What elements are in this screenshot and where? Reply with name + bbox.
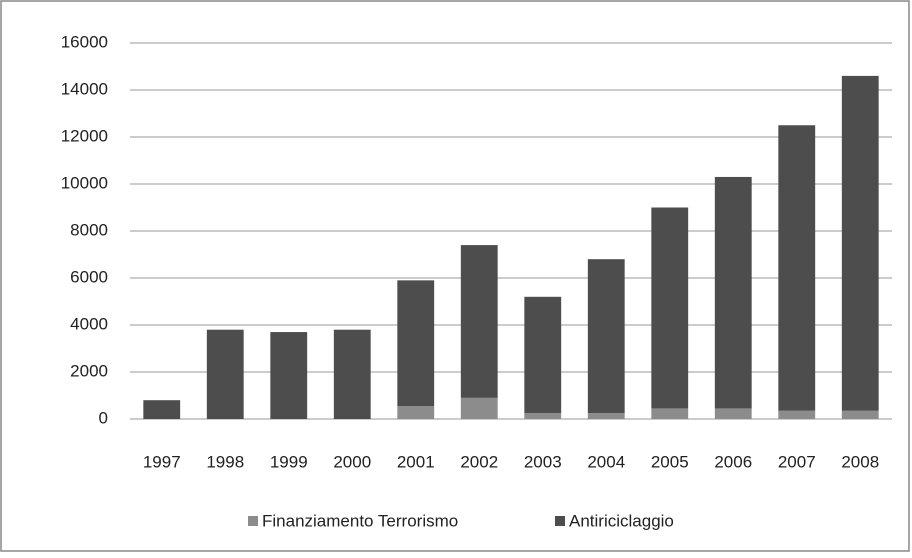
bar-segment bbox=[333, 329, 371, 419]
y-tick-label: 6000 bbox=[70, 267, 108, 286]
y-tick-label: 14000 bbox=[61, 79, 108, 98]
y-tick-label: 2000 bbox=[70, 361, 108, 380]
x-tick-label: 1997 bbox=[143, 452, 181, 471]
legend-label: Finanziamento Terrorismo bbox=[262, 511, 458, 530]
y-tick-label: 10000 bbox=[61, 173, 108, 192]
bar-segment bbox=[524, 413, 562, 419]
y-tick-label: 16000 bbox=[61, 32, 108, 51]
bar-segment bbox=[587, 413, 625, 419]
x-tick-label: 1998 bbox=[206, 452, 244, 471]
x-tick-label: 2001 bbox=[397, 452, 435, 471]
bar-segment bbox=[460, 397, 498, 419]
y-tick-label: 12000 bbox=[61, 126, 108, 145]
bar-segment bbox=[778, 125, 816, 411]
x-tick-label: 2005 bbox=[651, 452, 689, 471]
x-tick-label: 2008 bbox=[841, 452, 879, 471]
x-tick-label: 2002 bbox=[460, 452, 498, 471]
x-tick-label: 2006 bbox=[714, 452, 752, 471]
legend-swatch bbox=[248, 516, 258, 526]
x-tick-label: 1999 bbox=[270, 452, 308, 471]
x-tick-label: 2000 bbox=[333, 452, 371, 471]
x-tick-label: 2004 bbox=[587, 452, 625, 471]
bar-segment bbox=[841, 410, 879, 419]
bar-segment bbox=[714, 408, 752, 419]
bar-segment bbox=[397, 280, 435, 407]
legend-swatch bbox=[555, 516, 565, 526]
bar-segment bbox=[778, 410, 816, 419]
x-tick-label: 2007 bbox=[778, 452, 816, 471]
bar-segment bbox=[651, 408, 689, 419]
bar-segment bbox=[270, 332, 308, 419]
bar-segment bbox=[587, 259, 625, 414]
bar-segment bbox=[524, 296, 562, 414]
x-tick-label: 2003 bbox=[524, 452, 562, 471]
bar-segment bbox=[460, 245, 498, 398]
bar-segment bbox=[714, 176, 752, 409]
y-tick-label: 8000 bbox=[70, 220, 108, 239]
y-tick-label: 4000 bbox=[70, 314, 108, 333]
y-tick-label: 0 bbox=[99, 408, 108, 427]
legend-label: Antiriciclaggio bbox=[569, 511, 674, 530]
bar-segment bbox=[651, 207, 689, 409]
bar-segment bbox=[397, 406, 435, 419]
bar-segment bbox=[143, 400, 181, 419]
bar-segment bbox=[841, 75, 879, 411]
bar-segment bbox=[206, 329, 244, 419]
